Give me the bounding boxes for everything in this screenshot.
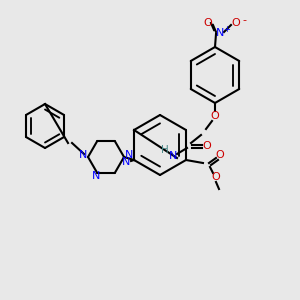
Text: O: O xyxy=(212,172,220,182)
Text: +: + xyxy=(224,26,230,34)
Text: H: H xyxy=(161,145,169,155)
Text: O: O xyxy=(204,18,212,28)
Text: N: N xyxy=(79,150,87,160)
Text: N: N xyxy=(92,171,100,181)
Text: N: N xyxy=(216,28,224,38)
Text: N: N xyxy=(169,151,177,161)
Text: O: O xyxy=(232,18,240,28)
Text: N: N xyxy=(125,150,133,160)
Text: O: O xyxy=(202,141,211,151)
Text: -: - xyxy=(242,15,246,25)
Text: O: O xyxy=(216,150,224,160)
Text: N: N xyxy=(122,157,130,167)
Text: O: O xyxy=(211,111,219,121)
